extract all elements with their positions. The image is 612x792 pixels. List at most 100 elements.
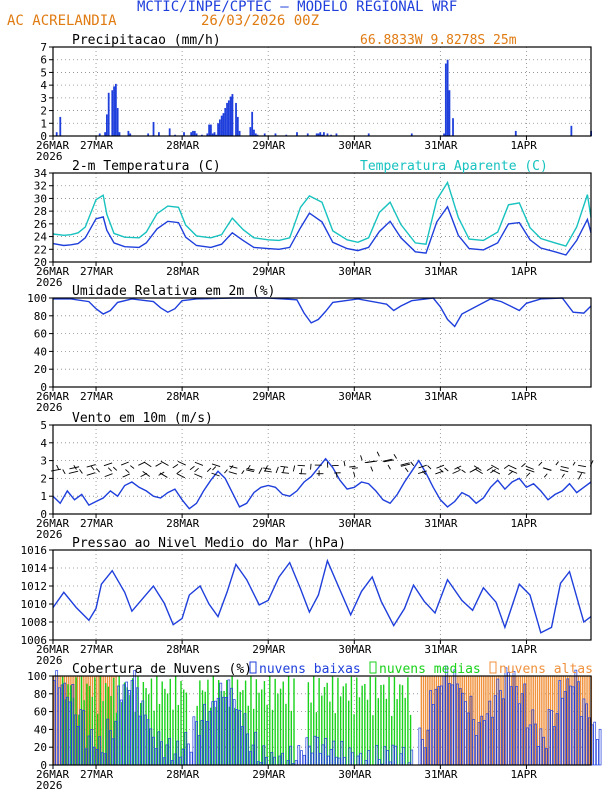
temp-title: 2-m Temperatura (C)	[72, 159, 221, 174]
cloud-high-bar	[577, 676, 580, 765]
wind-arrow	[104, 473, 113, 478]
wind-arrow	[224, 469, 228, 474]
cloud-mid-bar	[342, 686, 345, 765]
wind-arrow	[281, 472, 290, 474]
cloud-low-bar	[474, 735, 478, 766]
wind-arrow	[560, 466, 569, 469]
cloud-mid-bar	[172, 709, 174, 765]
cloud-low-bar	[561, 697, 564, 766]
cloud-high-bar	[98, 676, 100, 765]
wind-arrow	[143, 461, 152, 468]
cloud-mid-bar	[183, 689, 185, 765]
precip-bar	[251, 111, 254, 136]
pres-xtick-label: 28MAR	[166, 643, 199, 656]
precip-title: Precipitacao (mm/h)	[72, 33, 221, 48]
cloud-high-bar	[96, 676, 98, 765]
cloud-mid-bar	[204, 691, 206, 765]
precip-bar	[256, 134, 259, 136]
cloud-mid-bar	[393, 676, 396, 765]
precip-bar	[306, 133, 309, 136]
cloud-xtick-label: 1APR	[510, 768, 537, 781]
cloud-mid-bar	[334, 713, 336, 765]
wind-arrow	[69, 466, 80, 470]
pres-ytick-label: 1014	[21, 562, 48, 575]
cloud-mid-bar	[88, 685, 91, 765]
cloud-mid-bar	[78, 714, 80, 765]
pres-xtick-label: 27MAR	[80, 643, 113, 656]
cloud-high-bar	[541, 676, 543, 765]
precip-ytick-label: 1	[40, 117, 47, 130]
temp-xtick-label: 27MAR	[80, 265, 113, 278]
cloud-ytick-label: 0	[40, 759, 47, 772]
precip-xtick-label: 30MAR	[338, 139, 371, 152]
precip-ytick-label: 5	[40, 66, 47, 79]
cloud-mid-bar	[247, 705, 249, 765]
wind-arrow	[292, 465, 296, 472]
rh-ytick-label: 20	[34, 363, 47, 376]
wind-series-line	[52, 457, 592, 510]
wind-arrow	[297, 464, 305, 467]
cloud-low-bar	[383, 746, 387, 766]
cloud-mid-bar	[217, 680, 220, 765]
precip-bar	[319, 132, 322, 136]
wind-arrow	[508, 469, 518, 474]
wind-plot-frame	[52, 424, 592, 515]
precip-bar	[218, 119, 221, 136]
precip-bar	[367, 133, 370, 136]
cloud-ytick-label: 60	[34, 706, 47, 719]
precip-bar	[127, 130, 130, 136]
wind-arrow	[140, 472, 148, 478]
precip-bar	[193, 130, 196, 136]
cloud-mid-bar	[234, 707, 236, 765]
rh-xtick-label: 27MAR	[80, 390, 113, 403]
precip-ytick-label: 0	[40, 130, 47, 143]
cloud-low-bar	[337, 757, 341, 766]
legend-swatch	[249, 661, 257, 674]
wind-arrow	[400, 462, 410, 466]
cloud-mid-bar	[252, 708, 255, 765]
pres-xtick-label: 26MAR	[36, 643, 69, 656]
rh-xtick-label: 31MAR	[424, 390, 457, 403]
cloud-mid-bar	[382, 684, 385, 765]
legend-swatch	[489, 661, 497, 674]
coords-label: 66.8833W 9.8278S 25m	[360, 33, 517, 48]
cloud-high-bar	[437, 676, 440, 765]
rh-series-line	[53, 297, 592, 328]
precip-bar	[296, 132, 298, 136]
cloud-low-bar	[431, 704, 435, 766]
wind-arrow	[211, 472, 220, 477]
pres-ytick-label: 1008	[21, 616, 48, 629]
cloud-ytick-label: 20	[34, 741, 47, 754]
wind-arrow	[578, 464, 587, 468]
cloud-high-bar	[76, 676, 79, 765]
precip-bar	[446, 59, 449, 136]
rh-xtick-label: 29MAR	[252, 390, 285, 403]
wind-arrow	[177, 460, 186, 466]
cloud-mid-bar	[231, 676, 233, 765]
wind-arrow	[418, 464, 427, 469]
cloud-high-bar	[106, 676, 109, 765]
cloud-high-bar	[575, 676, 577, 765]
cloud-low-bar	[394, 745, 397, 766]
cloud-low-bar	[528, 724, 532, 766]
cloud-xtick-label: 27MAR	[80, 768, 113, 781]
temp-ytick-label: 28	[34, 205, 47, 218]
wind-arrow	[263, 470, 272, 473]
temp-series-line	[52, 180, 592, 247]
precip-bar	[106, 114, 108, 136]
cloud-mid-bar	[226, 680, 228, 765]
wind-arrow	[351, 467, 358, 469]
temp-ytick-label: 32	[34, 180, 47, 193]
temp-plot-frame	[52, 172, 592, 263]
rh-plot-frame	[52, 297, 592, 388]
precip-bar	[211, 133, 214, 136]
precip-ytick-label: 4	[40, 79, 47, 92]
precip-bar	[322, 132, 325, 136]
cloud-high-bar	[534, 676, 537, 765]
precip-bar	[55, 132, 58, 136]
cloud-mid-bar	[339, 696, 342, 765]
cloud-mid-bar	[361, 685, 363, 765]
precip-bar	[235, 102, 237, 136]
cloud-mid-bar	[161, 681, 163, 765]
cloud-title: Cobertura de Nuvens (%)	[72, 662, 252, 677]
